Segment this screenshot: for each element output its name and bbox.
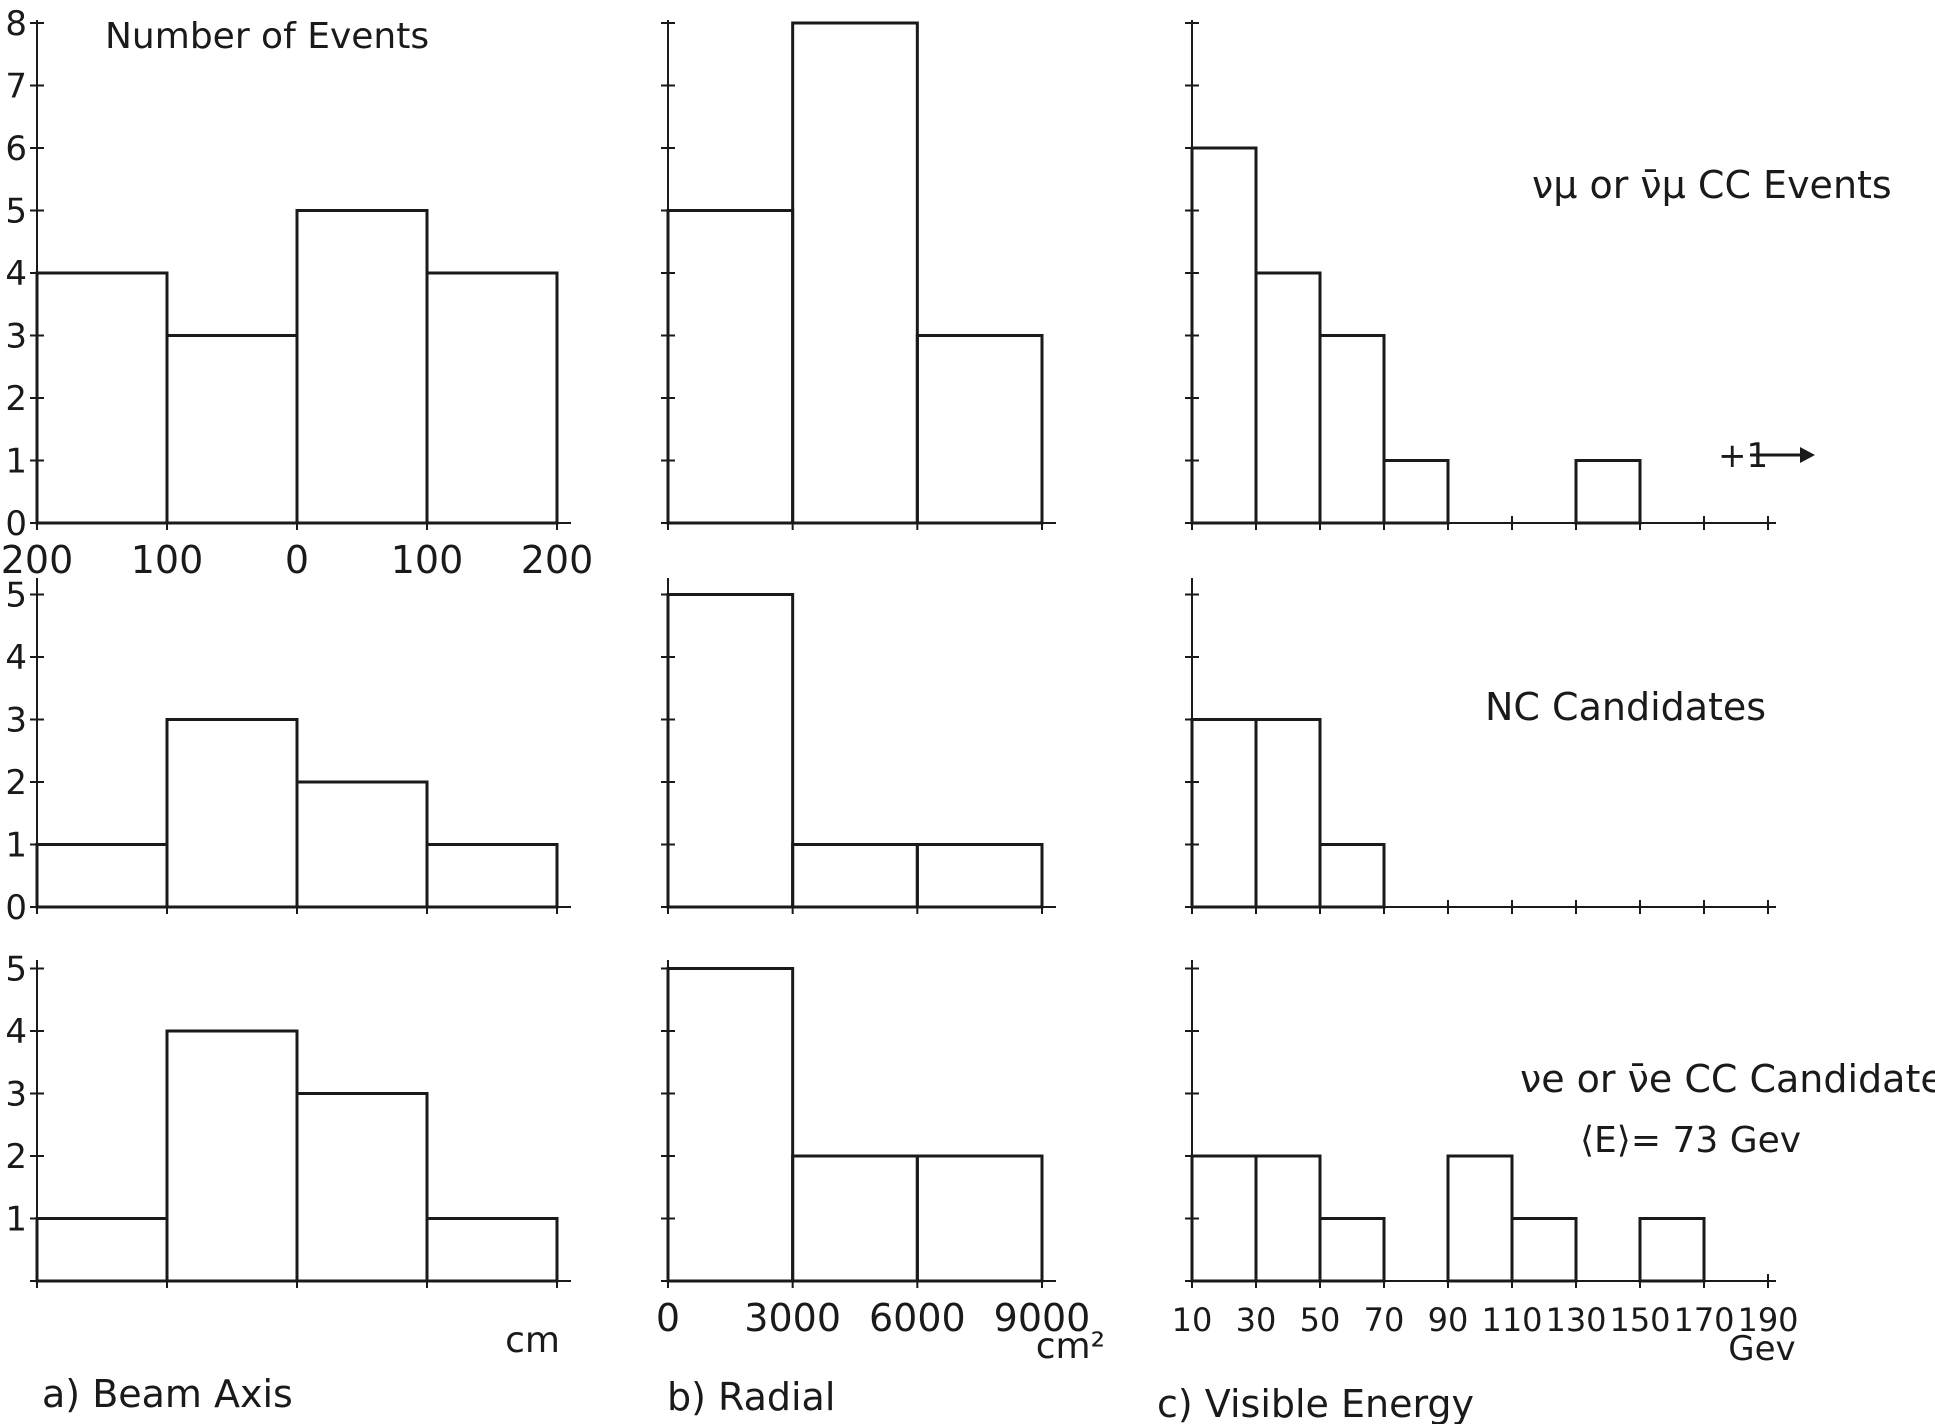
caption-radial: b) Radial (667, 1375, 835, 1419)
panel-1-x-tick-label: 100 (131, 538, 204, 582)
panel-3-bar (1318, 334, 1386, 525)
panel-7-bar (295, 1092, 429, 1283)
panel-9-bar (1254, 1154, 1322, 1283)
panel-7-y-tick-label: 4 (5, 1012, 27, 1052)
panel-4-bar (165, 718, 299, 909)
y-axis-label: Number of Events (105, 16, 429, 57)
panel-9-x-tick-label: 30 (1236, 1301, 1277, 1339)
panel-2-bar (666, 209, 795, 525)
panel-9-x-tick-label: 10 (1172, 1301, 1213, 1339)
panel-4-y-tick-label: 0 (5, 888, 27, 928)
panel-4-y-tick-label: 5 (5, 576, 27, 616)
panel-4-y-tick-label: 2 (5, 763, 27, 803)
panel-5-bar (791, 843, 919, 909)
panel-9-bar (1638, 1217, 1706, 1283)
caption-visible-energy: c) Visible Energy (1157, 1382, 1474, 1424)
panel-1-x-tick-label: 200 (521, 538, 594, 582)
panel-6-bar (1254, 718, 1322, 909)
panel-1-bar (35, 271, 169, 525)
panel-7-bar (165, 1029, 299, 1283)
panel-3-bar (1574, 459, 1642, 525)
unit-gev: Gev (1728, 1329, 1795, 1369)
panel-4-bar (35, 843, 169, 909)
row-label-nue-cc: νe or ν̄e CC Candidates (1520, 1057, 1935, 1101)
panel-3-bar (1190, 146, 1258, 525)
panel-1-y-tick-label: 1 (5, 442, 27, 482)
panel-5-bar (666, 593, 795, 909)
panel-9-x-tick-label: 90 (1428, 1301, 1469, 1339)
panel-8-bar (791, 1154, 919, 1283)
panel-7-y-tick-label: 5 (5, 950, 27, 990)
panel-9-bar (1510, 1217, 1578, 1283)
panel-9-x-tick-label: 150 (1609, 1301, 1670, 1339)
panel-8-x-tick-label: 6000 (869, 1296, 966, 1340)
panel-4-y-tick-label: 3 (5, 701, 27, 741)
panel-8-x-tick-label: 0 (656, 1296, 680, 1340)
arrow-right-icon (1800, 447, 1815, 463)
panel-6-bar (1190, 718, 1258, 909)
panel-2-bar (915, 334, 1044, 525)
panel-1-bar (295, 209, 429, 525)
panel-1-x-tick-label: 200 (1, 538, 74, 582)
unit-cm2: cm² (1036, 1326, 1105, 1367)
row-label-nc: NC Candidates (1485, 685, 1766, 729)
panel-9-x-tick-label: 130 (1545, 1301, 1606, 1339)
panel-1-bar (165, 334, 299, 525)
panel-1-x-tick-label: 100 (391, 538, 464, 582)
panel-7-y-tick-label: 1 (5, 1200, 27, 1240)
panel-1-y-tick-label: 4 (5, 254, 27, 294)
panel-1-y-tick-label: 6 (5, 129, 27, 169)
panel-1-bar (425, 271, 559, 525)
panel-4-bar (295, 780, 429, 909)
panel-9-bar (1318, 1217, 1386, 1283)
panel-4-y-tick-label: 1 (5, 826, 27, 866)
panel-7-bar (35, 1217, 169, 1283)
panel-6-bar (1318, 843, 1386, 909)
panel-1-y-tick-label: 5 (5, 192, 27, 232)
panel-9-x-tick-label: 70 (1364, 1301, 1405, 1339)
row-label-numu-cc: νμ or ν̄μ CC Events (1532, 163, 1892, 207)
panel-1-y-tick-label: 3 (5, 317, 27, 357)
mean-energy-label: ⟨E⟩= 73 Gev (1580, 1120, 1801, 1161)
panel-1-y-tick-label: 2 (5, 379, 27, 419)
panel-4-y-tick-label: 4 (5, 638, 27, 678)
panel-8-bar (915, 1154, 1044, 1283)
panel-8-x-tick-label: 9000 (994, 1296, 1091, 1340)
panel-3-bar (1382, 459, 1450, 525)
panel-4-bar (425, 843, 559, 909)
panel-9-bar (1190, 1154, 1258, 1283)
panel-5-bar (915, 843, 1044, 909)
panel-1-x-tick-label: 0 (285, 538, 309, 582)
panel-1-y-tick-label: 7 (5, 67, 27, 107)
panel-9-x-tick-label: 170 (1673, 1301, 1734, 1339)
panel-8-bar (666, 967, 795, 1283)
panel-7-bar (425, 1217, 559, 1283)
panel-2-bar (791, 21, 919, 525)
panel-9-bar (1446, 1154, 1514, 1283)
unit-cm: cm (505, 1320, 560, 1361)
panel-3-bar (1254, 271, 1322, 525)
caption-beam-axis: a) Beam Axis (42, 1372, 293, 1416)
panel-9-x-tick-label: 50 (1300, 1301, 1341, 1339)
panel-1-y-tick-label: 0 (5, 504, 27, 544)
panel-7-y-tick-label: 3 (5, 1075, 27, 1115)
panel-9-x-tick-label: 190 (1737, 1301, 1798, 1339)
panel-9-x-tick-label: 110 (1481, 1301, 1542, 1339)
panel-8-x-tick-label: 3000 (744, 1296, 841, 1340)
panel-1-y-tick-label: 8 (5, 4, 27, 44)
panel-7-y-tick-label: 2 (5, 1137, 27, 1177)
